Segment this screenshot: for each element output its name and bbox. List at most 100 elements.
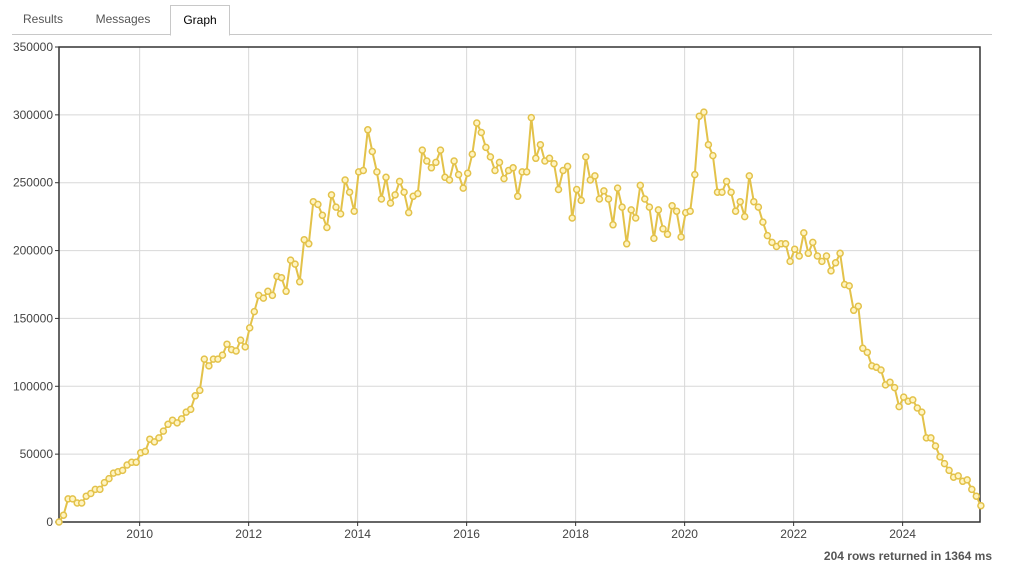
data-point bbox=[373, 168, 381, 176]
data-point bbox=[622, 240, 631, 248]
data-point bbox=[477, 128, 486, 137]
data-point bbox=[918, 408, 926, 416]
data-point bbox=[563, 162, 572, 171]
data-point bbox=[268, 291, 277, 300]
data-point bbox=[591, 172, 599, 180]
data-point bbox=[768, 238, 776, 247]
tab-results-label: Results bbox=[22, 12, 63, 26]
data-point bbox=[759, 218, 767, 226]
data-point bbox=[927, 434, 935, 442]
data-point bbox=[636, 181, 645, 190]
data-point bbox=[55, 518, 63, 526]
x-tick-label: 2020 bbox=[671, 527, 698, 541]
data-point bbox=[795, 252, 803, 260]
data-point bbox=[214, 355, 222, 363]
data-point bbox=[722, 177, 731, 186]
data-point bbox=[977, 501, 985, 510]
data-point bbox=[600, 187, 608, 195]
data-point bbox=[572, 185, 581, 194]
data-point bbox=[936, 453, 944, 461]
data-point bbox=[786, 257, 794, 266]
data-point bbox=[582, 153, 590, 161]
y-tick-label: 50000 bbox=[20, 447, 54, 461]
data-point bbox=[359, 166, 368, 175]
data-point bbox=[118, 466, 127, 475]
data-point bbox=[954, 472, 962, 480]
data-point bbox=[750, 197, 758, 206]
data-point bbox=[545, 154, 554, 163]
tab-results[interactable]: Results bbox=[12, 5, 74, 34]
data-point bbox=[800, 229, 808, 237]
data-point bbox=[336, 210, 345, 218]
data-point bbox=[454, 170, 463, 179]
data-point bbox=[568, 214, 576, 222]
data-point bbox=[473, 119, 481, 127]
data-point bbox=[332, 203, 340, 211]
tab-messages[interactable]: Messages bbox=[83, 5, 163, 34]
tab-graph[interactable]: Graph bbox=[170, 5, 230, 36]
data-point bbox=[727, 188, 735, 196]
data-point bbox=[831, 259, 840, 267]
data-point bbox=[132, 458, 140, 467]
data-point bbox=[963, 476, 971, 484]
data-point bbox=[804, 249, 813, 258]
data-point bbox=[781, 240, 790, 248]
data-point bbox=[877, 366, 885, 374]
data-point bbox=[645, 203, 654, 211]
data-point bbox=[250, 307, 259, 316]
data-point bbox=[836, 249, 844, 258]
data-point bbox=[150, 438, 159, 446]
data-point bbox=[186, 405, 195, 414]
y-tick-label: 0 bbox=[46, 515, 53, 529]
data-point bbox=[364, 126, 372, 134]
data-point bbox=[522, 168, 531, 176]
data-point bbox=[291, 260, 299, 268]
data-point bbox=[700, 108, 708, 116]
y-tick-label: 150000 bbox=[13, 311, 53, 325]
data-point bbox=[423, 157, 431, 165]
data-point bbox=[913, 404, 922, 412]
data-point bbox=[141, 447, 150, 456]
data-point bbox=[200, 355, 209, 363]
data-point bbox=[809, 238, 817, 247]
data-point bbox=[395, 177, 404, 186]
data-point bbox=[968, 485, 976, 494]
data-point bbox=[482, 143, 490, 152]
data-point bbox=[672, 207, 681, 215]
data-point bbox=[305, 240, 313, 248]
plot-frame bbox=[58, 46, 981, 523]
data-point bbox=[650, 234, 658, 243]
data-point bbox=[754, 203, 763, 211]
data-point bbox=[886, 378, 894, 386]
data-point bbox=[532, 154, 540, 163]
data-point bbox=[196, 386, 204, 395]
data-point bbox=[177, 415, 186, 423]
data-point bbox=[459, 184, 467, 192]
data-point bbox=[731, 207, 740, 215]
data-point bbox=[618, 203, 626, 211]
y-tick-label: 300000 bbox=[13, 108, 53, 122]
data-point bbox=[550, 159, 558, 168]
data-point bbox=[164, 420, 172, 429]
data-point bbox=[318, 211, 327, 220]
data-point bbox=[849, 306, 858, 315]
data-point bbox=[463, 169, 472, 177]
data-point bbox=[236, 336, 245, 344]
data-point bbox=[527, 113, 536, 122]
data-point bbox=[445, 176, 454, 184]
data-point bbox=[822, 252, 831, 260]
data-point bbox=[604, 195, 613, 203]
data-point bbox=[450, 157, 458, 165]
data-point bbox=[232, 347, 240, 355]
data-point bbox=[264, 287, 272, 296]
data-point bbox=[709, 151, 717, 160]
data-point bbox=[277, 273, 286, 282]
data-point bbox=[495, 158, 504, 167]
data-point bbox=[931, 442, 940, 450]
data-point bbox=[96, 485, 104, 494]
data-point bbox=[704, 140, 713, 149]
data-point bbox=[890, 383, 899, 392]
y-tick-label: 250000 bbox=[13, 176, 53, 190]
data-point bbox=[468, 150, 477, 158]
data-point bbox=[491, 166, 499, 175]
